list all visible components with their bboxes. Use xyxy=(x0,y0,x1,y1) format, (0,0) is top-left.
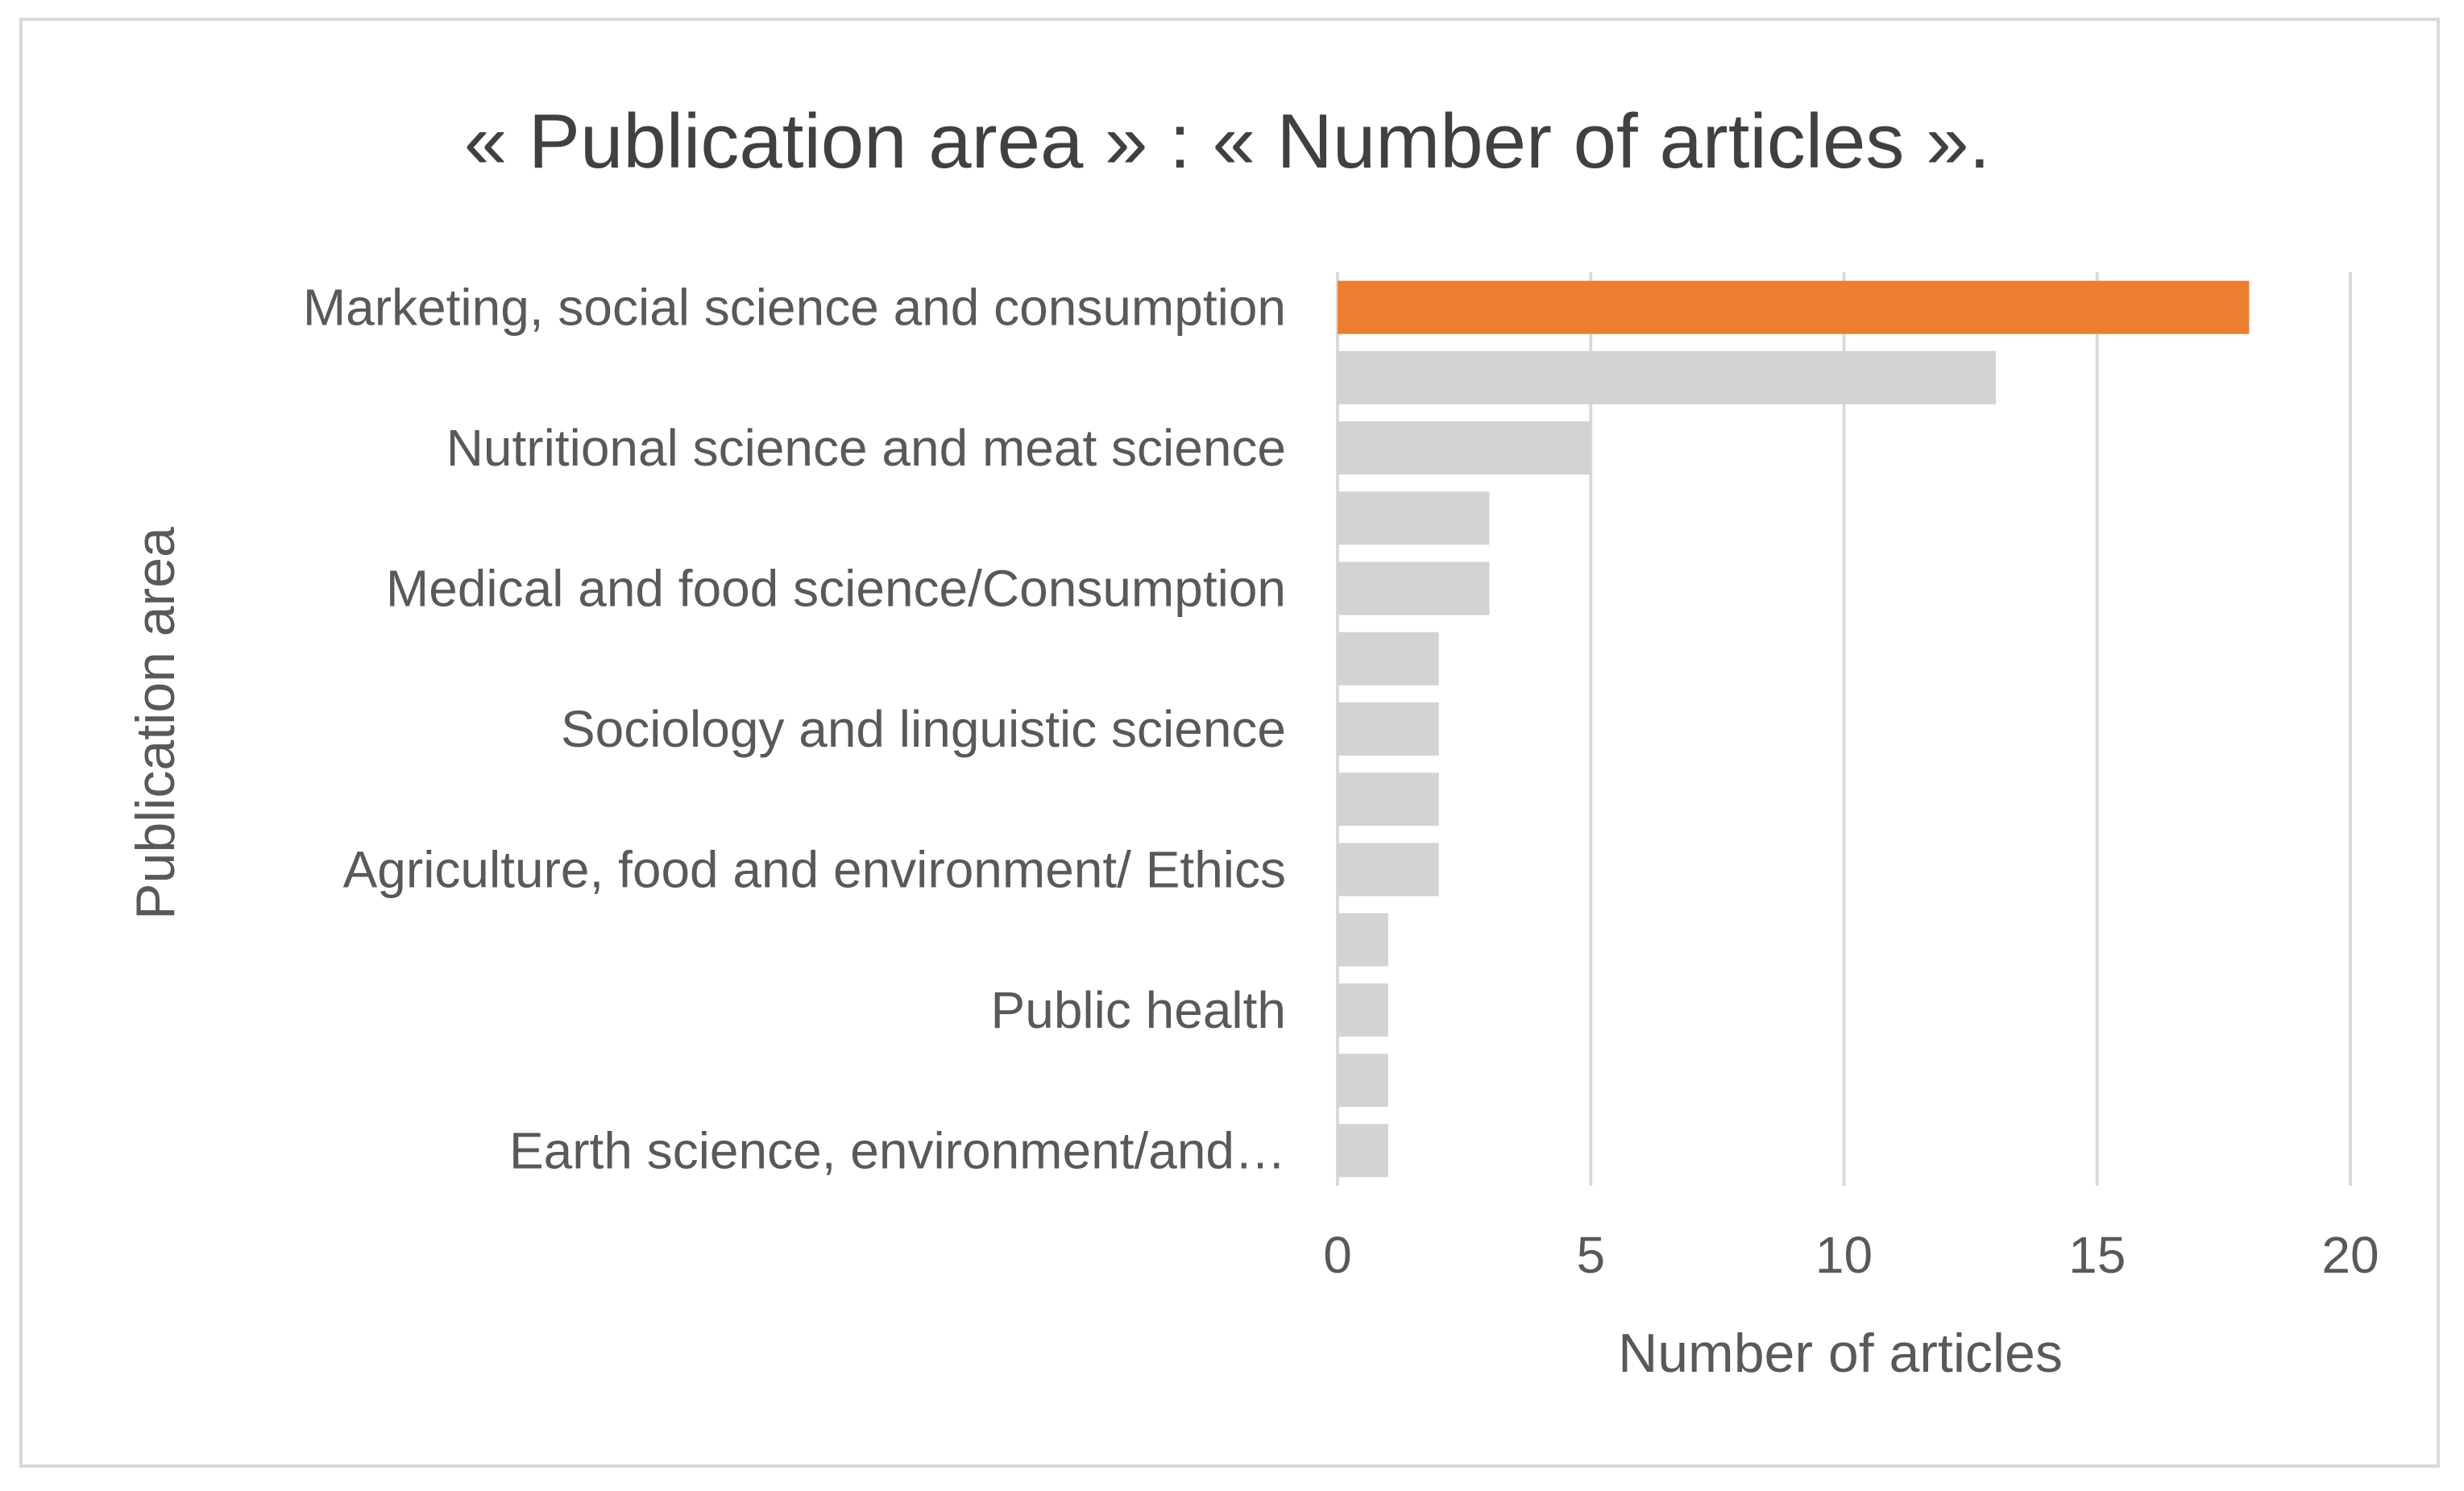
x-tick-label: 15 xyxy=(2068,1226,2126,1284)
bar xyxy=(1338,772,1439,826)
bar xyxy=(1338,1054,1388,1108)
chart: « Publication area » : « Number of artic… xyxy=(125,98,2379,1384)
bar xyxy=(1338,350,1997,404)
chart-frame: « Publication area » : « Number of artic… xyxy=(19,18,2440,1468)
category-label: Medical and food science/Consumption xyxy=(386,560,1286,618)
grid-lines xyxy=(1336,272,2352,1186)
x-tick-label: 0 xyxy=(1323,1226,1352,1284)
category-labels: Marketing, social science and consumptio… xyxy=(303,279,1286,1180)
bar xyxy=(1338,913,1388,967)
x-axis-title: Number of articles xyxy=(1618,1323,2063,1384)
category-label: Marketing, social science and consumptio… xyxy=(303,279,1286,337)
category-label: Earth science, environment/and… xyxy=(509,1121,1286,1179)
bar xyxy=(1338,702,1439,756)
bars xyxy=(1338,280,2250,1178)
category-label: Public health xyxy=(991,981,1286,1039)
chart-title: « Publication area » : « Number of artic… xyxy=(464,98,1990,184)
x-tick-label: 10 xyxy=(1815,1226,1873,1284)
x-tick-labels: 0 5 10 15 20 xyxy=(1323,1226,2379,1284)
bar xyxy=(1338,561,1490,615)
bar xyxy=(1338,491,1490,545)
bar xyxy=(1338,280,2250,334)
bar xyxy=(1338,1124,1388,1178)
category-label: Agriculture, food and environment/ Ethic… xyxy=(343,840,1286,898)
x-tick-label: 20 xyxy=(2321,1226,2379,1284)
bar xyxy=(1338,632,1439,685)
category-label: Sociology and linguistic science xyxy=(561,700,1286,758)
bar xyxy=(1338,421,1591,475)
x-tick-label: 5 xyxy=(1576,1226,1605,1284)
bar xyxy=(1338,983,1388,1037)
y-axis-title: Publication area xyxy=(125,527,186,920)
category-label: Nutritional science and meat science xyxy=(446,419,1286,477)
bar xyxy=(1338,843,1439,897)
